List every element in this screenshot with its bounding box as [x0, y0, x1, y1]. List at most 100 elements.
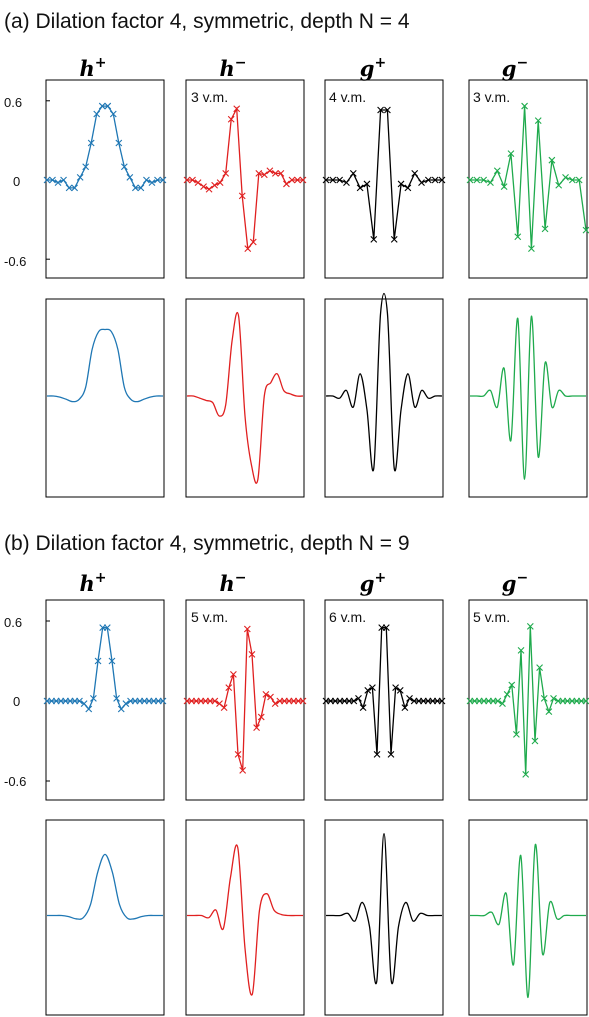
data-point-marker: [384, 106, 391, 114]
data-point-marker: [200, 183, 207, 190]
col-header-hplus-b: h+: [79, 570, 106, 596]
data-point-marker: [120, 163, 128, 171]
data-point-marker: [493, 167, 501, 175]
data-point-marker: [355, 694, 362, 702]
data-point-marker: [243, 625, 251, 633]
panel-b-gminus-filter: [466, 599, 589, 801]
vm-label: 6 v.m.: [329, 609, 366, 625]
series-line: [186, 311, 304, 484]
data-point-marker: [507, 150, 515, 157]
data-point-marker: [517, 646, 525, 654]
panel-frame: [468, 819, 588, 1016]
section-a-title: (a) Dilation factor 4, symmetric, depth …: [4, 10, 410, 33]
data-point-marker: [234, 750, 242, 758]
data-point-marker: [260, 171, 268, 179]
vm-label: 3 v.m.: [191, 89, 228, 105]
data-point-marker: [262, 690, 270, 698]
data-point-marker: [94, 657, 102, 665]
data-point-marker: [248, 650, 256, 658]
series-line: [470, 626, 586, 775]
data-point-marker: [93, 110, 101, 118]
data-point-marker: [288, 176, 296, 184]
panel-a-gplus-limit: [324, 292, 444, 498]
data-point-marker: [363, 180, 371, 188]
data-point-marker: [541, 225, 549, 233]
data-point-marker: [271, 170, 279, 177]
data-point-marker: [90, 694, 97, 702]
data-point-marker: [109, 110, 117, 118]
data-point-marker: [329, 176, 337, 184]
data-point-marker: [131, 184, 139, 192]
data-point-marker: [60, 176, 67, 184]
panel-b-gminus-limit: [468, 819, 588, 1016]
panel-b-hplus-limit: [45, 819, 165, 1016]
data-point-marker: [249, 238, 257, 246]
data-point-marker: [369, 684, 376, 692]
series-line: [325, 292, 443, 472]
col-header-gminus-a: g−: [502, 55, 528, 81]
data-point-marker: [350, 697, 358, 705]
data-point-marker: [396, 686, 404, 694]
data-point-marker: [211, 697, 219, 705]
panel-a-hplus-limit: [45, 298, 165, 498]
data-point-marker: [522, 770, 530, 778]
series-line: [326, 627, 442, 755]
data-point-marker: [545, 708, 553, 716]
section-b-title: (b) Dilation factor 4, symmetric, depth …: [4, 532, 410, 555]
data-point-marker: [205, 185, 213, 193]
data-point-marker: [85, 705, 93, 713]
data-point-marker: [216, 179, 224, 187]
data-point-marker: [540, 694, 548, 702]
data-point-marker: [411, 170, 419, 177]
data-point-marker: [49, 176, 56, 184]
col-header-hplus-a: h+: [79, 55, 106, 81]
data-point-marker: [534, 117, 542, 124]
data-point-marker: [244, 245, 252, 253]
data-point-marker: [159, 176, 167, 184]
series-line: [47, 627, 163, 711]
series-line: [470, 843, 586, 999]
data-point-marker: [255, 170, 263, 177]
section-a-headers: h+ h− g+ g−: [79, 55, 528, 81]
panel-b-hplus-filter: [43, 599, 167, 801]
data-point-marker: [183, 176, 191, 184]
data-point-marker: [194, 179, 202, 187]
y-tick-label: -0.6: [4, 254, 26, 269]
panel-a-hminus-limit: [185, 298, 305, 498]
data-point-marker: [143, 176, 150, 184]
data-point-marker: [494, 697, 502, 705]
data-point-marker: [159, 697, 167, 705]
data-point-marker: [137, 184, 145, 192]
data-point-marker: [401, 704, 409, 712]
data-point-marker: [104, 102, 112, 110]
data-point-marker: [126, 173, 134, 181]
col-header-hminus-a: h−: [219, 55, 246, 81]
data-point-marker: [82, 163, 90, 171]
data-point-marker: [54, 179, 62, 187]
data-point-marker: [404, 184, 412, 192]
data-point-marker: [359, 704, 367, 712]
data-point-marker: [536, 664, 543, 672]
data-point-marker: [390, 236, 398, 243]
data-point-marker: [500, 183, 508, 190]
data-point-marker: [108, 657, 116, 665]
col-header-gminus-b: g−: [502, 570, 528, 596]
data-point-marker: [387, 750, 395, 758]
data-point-marker: [397, 180, 405, 188]
data-point-marker: [424, 176, 432, 184]
data-point-marker: [225, 684, 233, 692]
panel-frame: [468, 298, 588, 498]
section-b-y-ticks: 0.6 0 -0.6: [4, 615, 26, 789]
data-point-marker: [257, 713, 265, 721]
data-point-marker: [514, 233, 522, 241]
data-point-marker: [76, 697, 83, 705]
data-point-marker: [349, 170, 357, 177]
col-header-gplus-a: g+: [360, 55, 386, 81]
panel-a-hminus-filter: [183, 79, 307, 279]
vm-label: 5 v.m.: [473, 609, 510, 625]
col-header-gplus-b: g+: [360, 570, 386, 596]
data-point-marker: [299, 176, 307, 184]
panel-frame: [185, 819, 305, 1016]
data-point-marker: [65, 184, 73, 192]
data-point-marker: [267, 693, 274, 701]
